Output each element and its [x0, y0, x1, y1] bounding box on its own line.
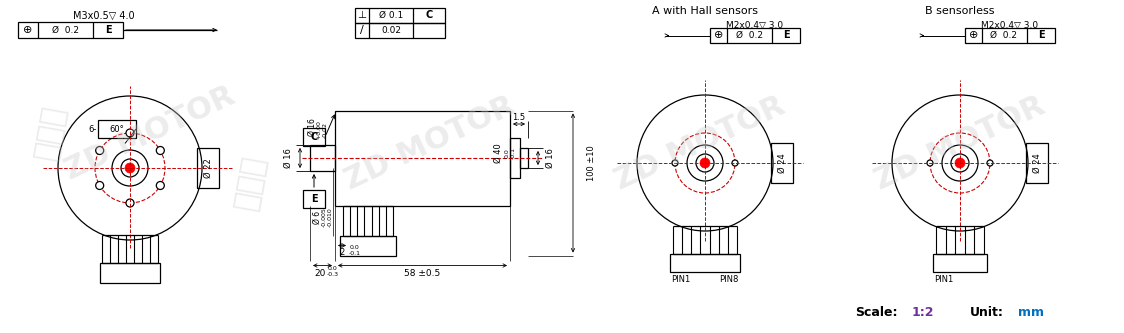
- Text: Ø  0.2: Ø 0.2: [990, 31, 1017, 40]
- Circle shape: [672, 160, 678, 166]
- Text: ⊕: ⊕: [969, 31, 978, 41]
- Text: ⊕: ⊕: [714, 31, 723, 41]
- Text: E: E: [782, 31, 789, 41]
- Text: PIN1: PIN1: [671, 274, 690, 283]
- Circle shape: [125, 163, 135, 173]
- Text: E: E: [105, 25, 111, 35]
- Text: Scale:: Scale:: [855, 306, 897, 319]
- Text: ⊥: ⊥: [357, 11, 366, 21]
- Text: 1:2: 1:2: [912, 306, 934, 319]
- Circle shape: [126, 129, 134, 137]
- Bar: [520, 148, 528, 168]
- Bar: [355, 8, 445, 23]
- Text: Ø 22: Ø 22: [203, 158, 212, 178]
- Text: 0.0
-0.1: 0.0 -0.1: [505, 147, 516, 159]
- Text: 1.5: 1.5: [513, 114, 526, 123]
- Text: A with Hall sensors: A with Hall sensors: [652, 6, 758, 16]
- Text: C: C: [425, 11, 433, 21]
- Text: /: /: [360, 26, 364, 36]
- Text: E: E: [310, 194, 317, 204]
- Text: C: C: [310, 132, 318, 142]
- Text: Ø 24: Ø 24: [1033, 153, 1042, 173]
- Text: PIN8: PIN8: [719, 274, 738, 283]
- Text: M2x0.4▽ 3.0: M2x0.4▽ 3.0: [726, 21, 783, 30]
- Text: 2: 2: [339, 248, 345, 257]
- Text: ZD MOTOR: ZD MOTOR: [341, 91, 519, 195]
- Text: -0.005
-0.010: -0.005 -0.010: [321, 207, 333, 227]
- Bar: [771, 143, 794, 183]
- Text: 万至达: 万至达: [230, 154, 269, 212]
- Text: E: E: [1037, 31, 1044, 41]
- Text: 58 ±0.5: 58 ±0.5: [405, 269, 441, 278]
- Text: Unit:: Unit:: [970, 306, 1004, 319]
- Bar: [98, 120, 136, 138]
- Circle shape: [96, 147, 103, 155]
- Bar: [355, 23, 445, 38]
- Text: PIN1: PIN1: [934, 274, 953, 283]
- Text: Ø  0.2: Ø 0.2: [52, 26, 79, 35]
- Bar: [18, 22, 123, 38]
- Bar: [197, 148, 219, 188]
- Bar: [303, 128, 325, 146]
- Circle shape: [156, 147, 164, 155]
- Circle shape: [955, 158, 966, 168]
- Text: 60°: 60°: [110, 125, 125, 134]
- Text: 0.0
-0.3: 0.0 -0.3: [326, 266, 338, 277]
- Text: ZD MOTOR: ZD MOTOR: [61, 81, 239, 185]
- Bar: [510, 138, 520, 178]
- Text: ZD MOTOR: ZD MOTOR: [870, 91, 1050, 195]
- Text: Ø  0.2: Ø 0.2: [735, 31, 762, 40]
- Bar: [710, 28, 800, 43]
- Text: Ø 6: Ø 6: [312, 211, 321, 224]
- Bar: [339, 235, 396, 255]
- Text: Ø 16: Ø 16: [283, 148, 292, 168]
- Bar: [1026, 143, 1048, 183]
- Text: 万至达: 万至达: [31, 104, 69, 163]
- Circle shape: [156, 181, 164, 189]
- Bar: [670, 254, 740, 272]
- Text: 100 ±10: 100 ±10: [587, 145, 596, 181]
- Text: 0.0
-0.1: 0.0 -0.1: [348, 245, 361, 256]
- Text: Ø 40: Ø 40: [493, 143, 502, 163]
- Text: ZD MOTOR: ZD MOTOR: [610, 91, 790, 195]
- Text: 20: 20: [315, 269, 326, 278]
- Bar: [100, 263, 160, 283]
- Bar: [303, 190, 325, 208]
- Text: mm: mm: [1018, 306, 1044, 319]
- Circle shape: [700, 158, 710, 168]
- Circle shape: [732, 160, 738, 166]
- Text: ⊕: ⊕: [24, 25, 33, 35]
- Bar: [933, 254, 987, 272]
- Text: +0.00
-0.02: +0.00 -0.02: [317, 121, 327, 140]
- Bar: [310, 145, 335, 171]
- Text: 0.02: 0.02: [381, 26, 401, 35]
- Circle shape: [96, 181, 103, 189]
- Text: M2x0.4▽ 3.0: M2x0.4▽ 3.0: [981, 21, 1039, 30]
- Text: Ø 24: Ø 24: [778, 153, 787, 173]
- Circle shape: [126, 199, 134, 207]
- Text: Ø 0.1: Ø 0.1: [379, 11, 404, 20]
- Text: 6-: 6-: [89, 125, 97, 134]
- Circle shape: [927, 160, 933, 166]
- Text: M3x0.5▽ 4.0: M3x0.5▽ 4.0: [73, 11, 135, 21]
- Text: Ø 16: Ø 16: [545, 148, 554, 168]
- Bar: [966, 28, 1055, 43]
- Text: Ø 16: Ø 16: [308, 118, 317, 136]
- Bar: [335, 111, 510, 205]
- Circle shape: [987, 160, 992, 166]
- Text: B sensorless: B sensorless: [925, 6, 995, 16]
